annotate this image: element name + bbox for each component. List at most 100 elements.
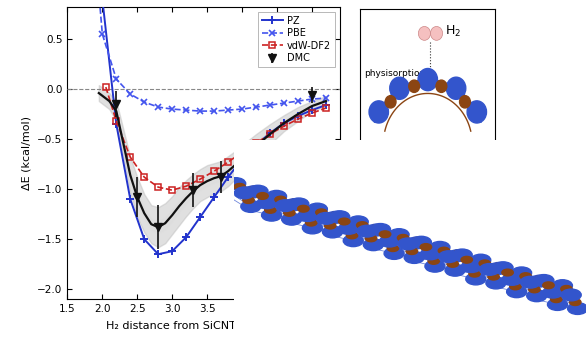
vdW-DF2 [239,150,246,154]
Circle shape [331,212,342,218]
Circle shape [325,211,345,223]
Circle shape [380,235,400,247]
Circle shape [453,250,465,257]
Circle shape [510,283,521,290]
Circle shape [447,260,458,267]
Circle shape [425,260,445,272]
Circle shape [502,273,522,285]
PZ [239,157,246,161]
Circle shape [445,264,465,276]
Circle shape [316,212,336,224]
PZ [294,114,301,118]
Circle shape [370,224,390,235]
PZ [267,131,274,135]
Circle shape [467,101,486,123]
PZ [113,122,120,126]
Circle shape [348,216,368,228]
Circle shape [432,244,443,251]
Circle shape [343,235,363,247]
Circle shape [471,254,490,266]
Y-axis label: ΔE (kcal/mol): ΔE (kcal/mol) [22,116,32,190]
PBE [183,108,190,112]
Circle shape [407,237,427,249]
Circle shape [330,211,350,223]
Circle shape [520,273,532,280]
Circle shape [520,276,540,288]
PZ [197,215,204,219]
vdW-DF2 [103,85,110,89]
Circle shape [387,245,398,252]
Circle shape [513,270,525,276]
Circle shape [461,261,481,273]
Circle shape [479,260,490,267]
Circle shape [339,223,359,234]
Circle shape [527,290,547,302]
Circle shape [568,303,586,314]
Circle shape [350,219,362,225]
Circle shape [438,247,449,254]
Circle shape [547,299,567,310]
PZ [141,237,148,241]
Circle shape [243,186,264,198]
Circle shape [298,210,318,222]
Circle shape [322,226,343,238]
Circle shape [406,248,418,254]
Circle shape [529,286,540,293]
Circle shape [261,209,282,221]
Circle shape [356,222,368,229]
Circle shape [554,282,566,289]
vdW-DF2 [183,184,190,188]
Circle shape [243,197,254,203]
Circle shape [372,225,383,231]
Circle shape [428,258,440,264]
Circle shape [488,273,499,280]
PZ [210,195,217,199]
Circle shape [452,249,472,261]
Circle shape [512,267,532,279]
Circle shape [257,193,268,200]
Circle shape [234,183,246,190]
PZ [281,121,288,125]
Circle shape [570,299,581,306]
PZ [308,108,315,112]
Circle shape [430,241,450,253]
Circle shape [418,69,438,91]
Circle shape [268,193,280,200]
Circle shape [469,270,481,277]
PZ [224,175,231,179]
PBE [308,97,315,101]
Circle shape [461,257,472,263]
vdW-DF2 [197,177,204,181]
PBE [253,105,260,109]
Text: physisorption: physisorption [364,69,425,78]
PZ [169,249,176,253]
Circle shape [534,275,554,286]
Circle shape [418,27,431,40]
Circle shape [397,234,409,241]
Circle shape [411,236,431,248]
PBE [113,77,120,81]
Circle shape [420,244,432,250]
Circle shape [447,77,466,99]
Circle shape [494,263,506,270]
Text: H$_2$: H$_2$ [445,24,461,40]
Circle shape [257,197,277,209]
PZ [322,103,329,107]
Circle shape [365,235,377,242]
Circle shape [479,264,499,275]
Circle shape [234,187,254,199]
vdW-DF2 [210,169,217,173]
Circle shape [561,289,581,301]
Circle shape [275,196,287,203]
Circle shape [308,203,328,215]
vdW-DF2 [113,119,120,123]
vdW-DF2 [224,160,231,164]
Circle shape [551,296,562,302]
Circle shape [284,209,295,216]
Circle shape [363,239,383,251]
Circle shape [448,250,468,261]
Circle shape [282,214,302,225]
PBE [155,105,162,109]
Circle shape [248,185,268,197]
Circle shape [309,206,321,213]
